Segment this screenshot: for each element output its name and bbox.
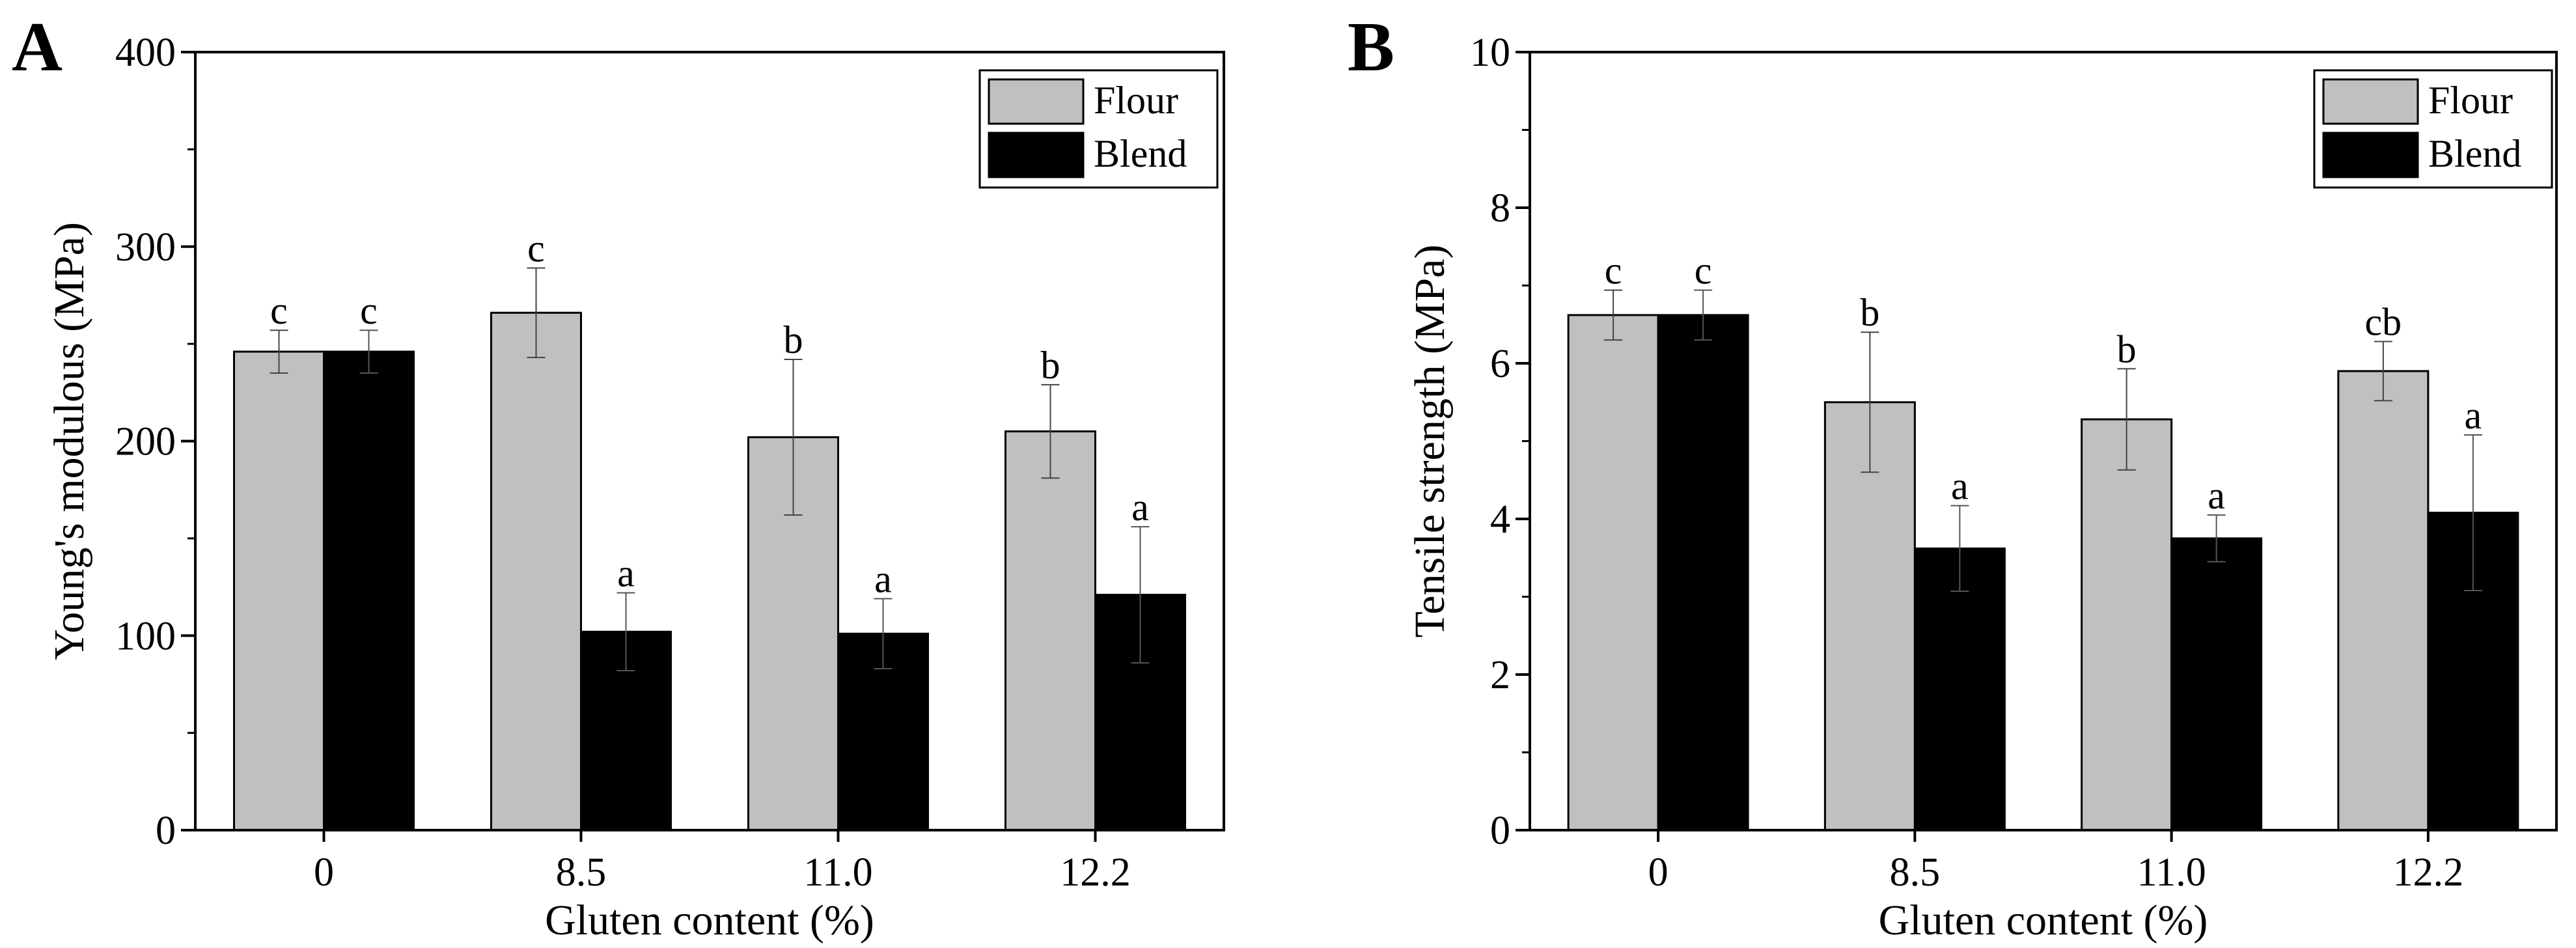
significance-label: a xyxy=(617,552,635,595)
y-tick-label: 0 xyxy=(156,809,176,853)
y-axis-label: Young's modulous (MPa) xyxy=(46,222,93,660)
y-tick-label: 6 xyxy=(1490,342,1510,386)
x-tick-label: 0 xyxy=(1648,850,1669,895)
x-axis-label: Gluten content (%) xyxy=(1879,897,2208,944)
x-tick-label: 0 xyxy=(314,850,334,895)
error-bar xyxy=(2463,434,2482,591)
bar-flour xyxy=(233,350,325,831)
bar-flour xyxy=(490,311,582,831)
bar-flour xyxy=(2081,418,2173,831)
panel-a-youngs-modulus: Ac c b b c a a a 0 100 200 300 400 0 8.5 11.0 12.2 Gluten… xyxy=(12,8,1225,944)
error-bar xyxy=(2117,368,2136,471)
y-tick-label: 200 xyxy=(115,420,176,464)
significance-label: cb xyxy=(2365,301,2402,344)
error-bar xyxy=(1694,289,1713,341)
y-tick-label: 10 xyxy=(1470,31,1510,75)
legend-label-blend: Blend xyxy=(2428,132,2521,175)
legend: Flour Blend xyxy=(2313,69,2553,189)
x-axis-label: Gluten content (%) xyxy=(545,897,874,944)
y-tick-label: 300 xyxy=(115,225,176,270)
panel-letter: B xyxy=(1348,8,1394,86)
significance-label: b xyxy=(784,318,803,361)
significance-label: c xyxy=(360,289,378,332)
error-bar xyxy=(2207,514,2226,563)
y-tick-label: 4 xyxy=(1490,497,1510,542)
error-bar xyxy=(527,267,546,359)
x-tick-label: 11.0 xyxy=(803,850,872,895)
x-tick-label: 8.5 xyxy=(556,850,607,895)
y-tick-label: 2 xyxy=(1490,653,1510,697)
error-bar xyxy=(1131,525,1150,664)
significance-label: a xyxy=(2465,394,2482,437)
bar-flour xyxy=(1567,314,1659,831)
significance-label: a xyxy=(2208,474,2225,517)
error-bar xyxy=(2374,341,2392,402)
bar-blend xyxy=(323,350,415,831)
panel-letter: A xyxy=(12,8,62,86)
bar-blend xyxy=(2170,537,2263,831)
significance-label: a xyxy=(1131,486,1149,529)
legend-swatch-blend xyxy=(2322,132,2419,178)
legend-swatch-blend xyxy=(988,132,1085,178)
bar-flour xyxy=(1004,430,1096,831)
x-tick-label: 12.2 xyxy=(2393,850,2464,895)
significance-label: b xyxy=(1041,344,1060,387)
bar-blend xyxy=(1657,314,1749,831)
y-axis-label: Tensile strength (MPa) xyxy=(1406,245,1454,638)
error-bar xyxy=(1861,331,1879,473)
error-bar xyxy=(1950,505,1969,592)
y-tick-label: 400 xyxy=(115,31,176,75)
legend-label-flour: Flour xyxy=(2428,79,2513,122)
legend: Flour Blend xyxy=(978,69,1219,189)
significance-label: b xyxy=(2117,328,2137,370)
legend-label-flour: Flour xyxy=(1094,79,1178,122)
error-bar xyxy=(1041,383,1060,479)
error-bar xyxy=(270,329,288,374)
significance-label: c xyxy=(1695,249,1712,292)
legend-swatch-flour xyxy=(2322,78,2419,125)
y-tick-label: 8 xyxy=(1490,186,1510,230)
significance-label: a xyxy=(1951,465,1969,508)
error-bar xyxy=(1604,289,1623,341)
y-tick-label: 0 xyxy=(1490,809,1510,853)
error-bar xyxy=(616,592,635,672)
significance-label: c xyxy=(270,289,288,332)
significance-label: c xyxy=(1605,249,1622,292)
error-bar xyxy=(359,329,378,374)
legend-swatch-flour xyxy=(988,78,1085,125)
x-tick-label: 12.2 xyxy=(1060,850,1131,895)
bar-flour xyxy=(2337,370,2430,831)
error-bar xyxy=(874,598,893,670)
error-bar xyxy=(784,359,803,516)
x-tick-label: 11.0 xyxy=(2137,850,2206,895)
significance-label: a xyxy=(874,557,892,600)
legend-label-blend: Blend xyxy=(1094,132,1187,175)
significance-label: c xyxy=(527,227,545,270)
x-tick-label: 8.5 xyxy=(1890,850,1941,895)
significance-label: b xyxy=(1860,291,1879,334)
bar-flour xyxy=(1823,401,1916,831)
y-tick-label: 100 xyxy=(115,614,176,658)
